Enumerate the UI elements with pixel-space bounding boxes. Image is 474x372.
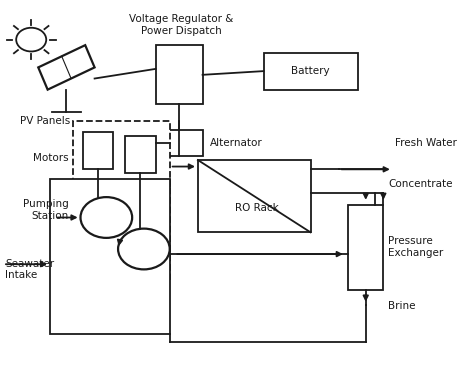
Bar (155, 45, 202, 105)
Text: PV Panels: PV Panels (20, 116, 71, 126)
Text: Voltage Regulator &
Power Dispatch: Voltage Regulator & Power Dispatch (129, 14, 234, 36)
Bar (155, 131, 202, 156)
Bar (73, 180, 170, 279)
Text: Brine: Brine (388, 301, 416, 311)
Bar (198, 160, 310, 232)
Text: Seawater
Intake: Seawater Intake (5, 259, 55, 280)
Text: RO Rack: RO Rack (235, 203, 278, 213)
Text: Pressure
Exchanger: Pressure Exchanger (388, 236, 443, 258)
Text: Fresh Water: Fresh Water (395, 138, 457, 148)
Bar (348, 205, 383, 290)
Text: Battery: Battery (291, 66, 330, 76)
Text: Alternator: Alternator (210, 138, 263, 148)
Bar (125, 136, 155, 173)
Bar (264, 52, 357, 90)
Text: Pumping
Station: Pumping Station (23, 199, 69, 221)
Circle shape (81, 197, 132, 238)
Bar (83, 132, 113, 169)
Text: Concentrate: Concentrate (388, 179, 453, 189)
Bar (73, 121, 170, 186)
Circle shape (118, 229, 170, 269)
Text: Motors: Motors (33, 153, 69, 163)
Bar (50, 179, 170, 334)
Circle shape (16, 28, 46, 51)
